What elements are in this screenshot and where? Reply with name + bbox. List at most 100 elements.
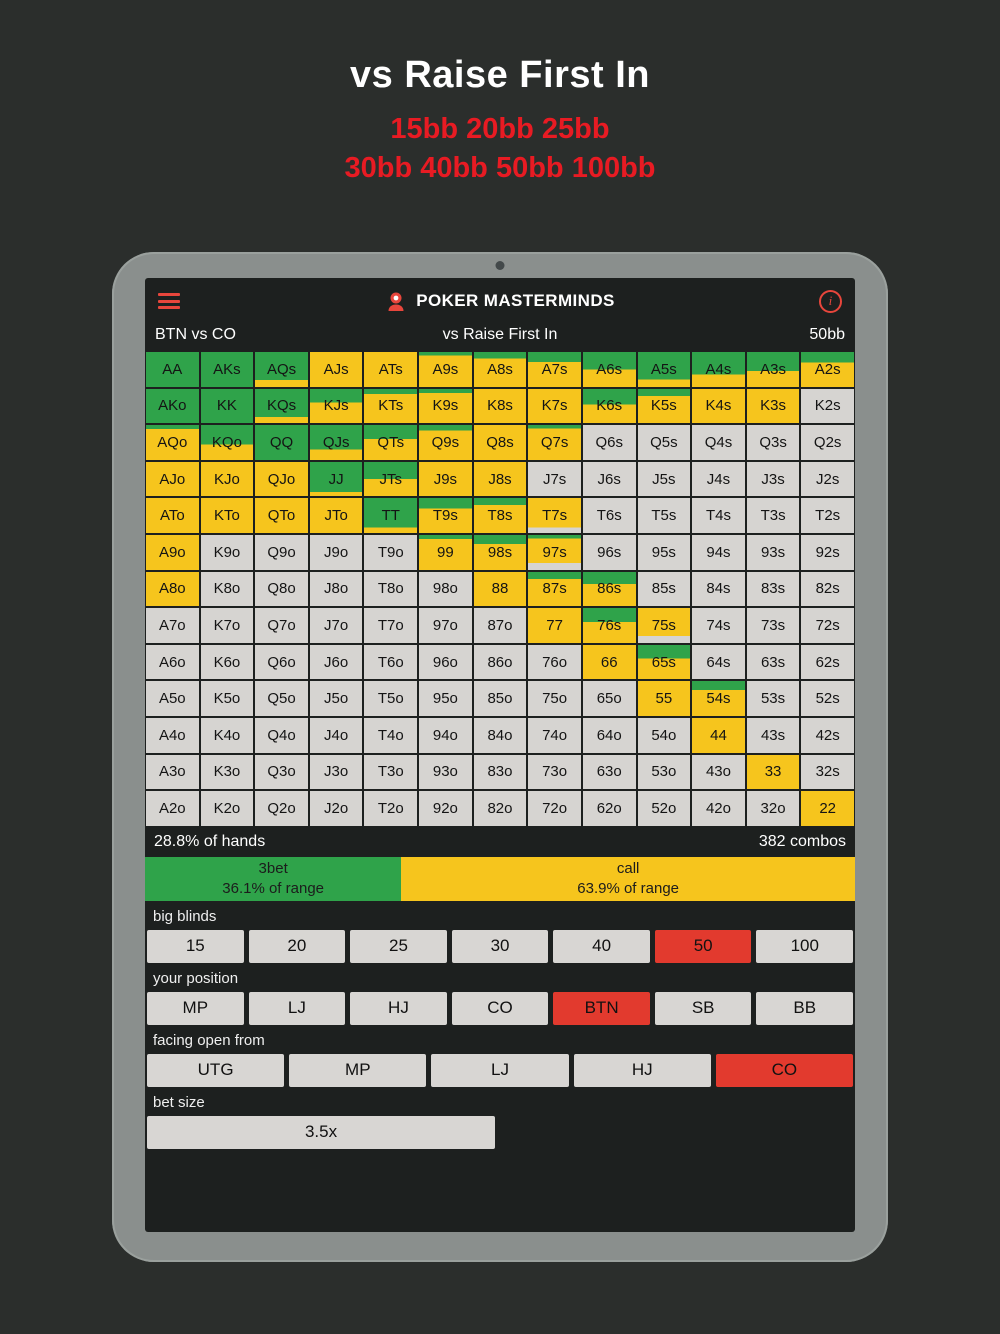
hand-cell-32o: 32o (746, 791, 800, 826)
hand-cell-T5o: T5o (364, 681, 418, 716)
hand-cell-T8o: T8o (364, 571, 418, 607)
option-button-MP[interactable]: MP (147, 991, 244, 1025)
page-title: vs Raise First In (350, 54, 650, 96)
hand-cell-J6o: J6o (309, 644, 363, 680)
hand-cell-J3o: J3o (309, 754, 363, 790)
hand-cell-J9s: J9s (419, 461, 472, 497)
hand-cell-42s: 42s (801, 717, 854, 753)
hand-cell-72o: 72o (528, 791, 581, 826)
hand-cell-A9o: A9o (146, 534, 199, 570)
menu-icon[interactable] (158, 290, 180, 313)
option-button-20[interactable]: 20 (248, 929, 346, 963)
info-icon[interactable]: i (818, 289, 842, 313)
option-button-LJ[interactable]: LJ (431, 1053, 569, 1087)
hand-cell-66: 66 (582, 644, 636, 680)
option-button-BTN[interactable]: BTN (553, 991, 650, 1025)
app-brand: POKER MASTERMINDS (384, 289, 615, 313)
hand-cell-85s: 85s (637, 571, 691, 607)
hand-cell-74o: 74o (528, 717, 581, 753)
hand-cell-J5o: J5o (309, 681, 363, 716)
button-row-bet-size: 3.5x (145, 1115, 855, 1149)
hand-cell-T9o: T9o (364, 534, 418, 570)
hand-cell-A3o: A3o (146, 754, 199, 790)
hand-cell-95o: 95o (419, 681, 472, 716)
hand-cell-T3o: T3o (364, 754, 418, 790)
legend-action-label: 3bet (258, 860, 288, 878)
legend-range-label: 36.1% of range (222, 879, 325, 897)
hand-cell-K3s: K3s (746, 388, 800, 424)
hand-cell-A8o: A8o (146, 571, 199, 607)
app-logo-icon (388, 292, 404, 311)
hand-cell-T9s: T9s (419, 498, 472, 533)
hand-cell-AA: AA (146, 352, 199, 387)
hand-cell-K7o: K7o (200, 608, 254, 643)
hand-cell-K4s: K4s (692, 388, 745, 424)
hand-cell-J2s: J2s (801, 461, 854, 497)
hand-cell-J5s: J5s (637, 461, 691, 497)
option-button-SB[interactable]: SB (654, 991, 752, 1025)
hand-cell-94o: 94o (419, 717, 472, 753)
hand-cell-43s: 43s (746, 717, 800, 753)
stack-size-label: 50bb (809, 326, 845, 343)
hand-cell-A9s: A9s (419, 352, 472, 387)
hand-cell-K8o: K8o (200, 571, 254, 607)
hand-cell-82s: 82s (801, 571, 854, 607)
option-button-BB[interactable]: BB (756, 991, 854, 1025)
hand-cell-87s: 87s (528, 571, 581, 607)
hand-cell-A5s: A5s (637, 352, 691, 387)
hand-cell-AJs: AJs (309, 352, 363, 387)
hand-cell-99: 99 (419, 534, 472, 570)
hand-cell-QQ: QQ (255, 425, 308, 460)
hand-cell-T3s: T3s (746, 498, 800, 533)
hand-cell-A7s: A7s (528, 352, 581, 387)
hand-cell-Q2o: Q2o (255, 791, 308, 826)
option-button-HJ[interactable]: HJ (350, 991, 447, 1025)
option-button-UTG[interactable]: UTG (147, 1053, 285, 1087)
option-button-3.5x[interactable]: 3.5x (147, 1115, 496, 1149)
hand-cell-64s: 64s (692, 644, 745, 680)
hand-cell-Q4o: Q4o (255, 717, 308, 753)
hand-cell-JTs: JTs (364, 461, 418, 497)
option-button-MP[interactable]: MP (289, 1053, 427, 1087)
hand-cell-QTo: QTo (255, 498, 308, 533)
option-button-CO[interactable]: CO (715, 1053, 854, 1087)
hand-cell-54o: 54o (637, 717, 691, 753)
hand-cell-QJs: QJs (309, 425, 363, 460)
option-button-15[interactable]: 15 (147, 929, 244, 963)
tablet-camera-dot (495, 261, 505, 270)
option-button-30[interactable]: 30 (451, 929, 549, 963)
hand-cell-K2s: K2s (801, 388, 854, 424)
hand-cell-T7o: T7o (364, 608, 418, 643)
hand-cell-72s: 72s (801, 608, 854, 643)
hand-cell-76o: 76o (528, 644, 581, 680)
hand-cell-Q8o: Q8o (255, 571, 308, 607)
hand-cell-T4s: T4s (692, 498, 745, 533)
hand-cell-AJo: AJo (146, 461, 199, 497)
section-label-bet-size: bet size (153, 1093, 205, 1111)
hand-cell-K6o: K6o (200, 644, 254, 680)
option-button-CO[interactable]: CO (451, 991, 549, 1025)
range-stats-bar: 28.8% of hands 382 combos (145, 826, 855, 857)
tablet-frame: POKER MASTERMINDS i BTN vs CO vs Raise F… (112, 252, 888, 1262)
hand-cell-74s: 74s (692, 608, 745, 643)
hand-cell-J8s: J8s (473, 461, 527, 497)
hand-cell-52s: 52s (801, 681, 854, 716)
option-button-100[interactable]: 100 (756, 929, 854, 963)
option-button-HJ[interactable]: HJ (573, 1053, 711, 1087)
option-button-50[interactable]: 50 (654, 929, 752, 963)
hand-cell-KTo: KTo (200, 498, 254, 533)
hand-cell-A5o: A5o (146, 681, 199, 716)
option-button-LJ[interactable]: LJ (248, 991, 346, 1025)
hand-cell-J6s: J6s (582, 461, 636, 497)
hand-cell-94s: 94s (692, 534, 745, 570)
hands-percent-label: 28.8% of hands (154, 832, 266, 850)
page-subtitle-line2: 30bb 40bb 50bb 100bb (344, 152, 656, 184)
legend-action-label: call (616, 860, 640, 878)
hand-cell-T4o: T4o (364, 717, 418, 753)
option-button-40[interactable]: 40 (553, 929, 650, 963)
option-button-25[interactable]: 25 (350, 929, 447, 963)
hand-cell-TT: TT (364, 498, 418, 533)
hand-cell-83s: 83s (746, 571, 800, 607)
hand-cell-J8o: J8o (309, 571, 363, 607)
controls-panel: big blinds 15 20 25 30 40 50 100 your position MP… (145, 901, 855, 1149)
